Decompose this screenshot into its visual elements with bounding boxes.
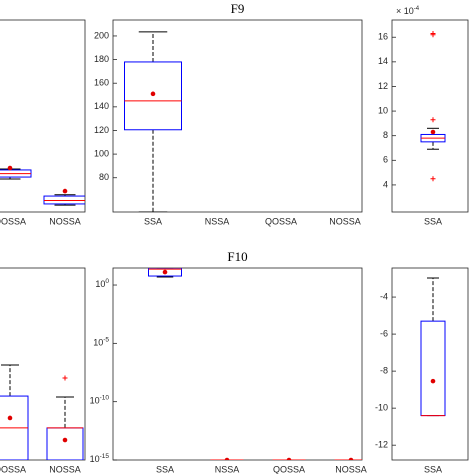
x-tick-label: SSA	[424, 216, 442, 226]
y-tick-label: 120	[94, 125, 109, 135]
mean-dot	[7, 415, 13, 421]
x-tick-label: NOSSA	[49, 216, 81, 226]
mean-dot	[162, 269, 168, 275]
mean-dot	[7, 165, 13, 171]
y-tick-label: -8	[380, 366, 388, 376]
plot-area	[420, 277, 446, 417]
y-tick-label: 16	[378, 32, 388, 42]
y-tick-exponent: -15	[100, 453, 110, 460]
y-tick-exponent: -5	[103, 336, 109, 343]
x-tick-label: SSA	[424, 464, 442, 474]
x-tick-label: QOSSA	[273, 464, 305, 474]
y-tick-label: 180	[94, 54, 109, 64]
mean-dot	[430, 378, 436, 384]
axes-frame	[391, 267, 469, 461]
axes-frame	[112, 19, 363, 213]
y-tick-base: 10	[95, 279, 105, 289]
plot-area	[0, 165, 85, 206]
y-tick-label: 100	[94, 148, 109, 158]
axes-frame	[0, 19, 86, 213]
y-tick-exponent: -10	[100, 394, 110, 401]
box	[46, 427, 84, 460]
x-tick-label: QOSSA	[0, 216, 26, 226]
outlier	[430, 117, 436, 123]
y-tick-label: -4	[380, 291, 388, 301]
panel-title: F9	[231, 1, 245, 16]
x-tick-label: QOSSA	[265, 216, 297, 226]
mean-dot	[62, 188, 68, 194]
y-tick-label: 6	[383, 155, 388, 165]
y-tick-label: -12	[375, 440, 388, 450]
box	[148, 268, 182, 277]
outlier	[430, 32, 436, 38]
axis-offset: × 10-4	[396, 6, 420, 17]
plot-area	[420, 31, 446, 182]
axes-frame	[112, 267, 363, 461]
mean-dot	[348, 457, 354, 460]
plot-area	[124, 31, 182, 212]
outlier	[62, 375, 68, 381]
y-tick-label: 100	[95, 278, 109, 290]
y-tick-label: 10	[378, 105, 388, 115]
x-tick-label: NOSSA	[335, 464, 367, 474]
y-tick-label: 10-10	[90, 394, 110, 406]
box	[420, 320, 446, 417]
y-tick-base: 10	[93, 338, 103, 348]
panel-title: F10	[227, 249, 247, 264]
y-tick-label: 12	[378, 81, 388, 91]
mean-dot	[286, 457, 292, 460]
x-tick-label: NSSA	[215, 464, 240, 474]
x-tick-label: NOSSA	[49, 464, 81, 474]
x-tick-label: NOSSA	[329, 216, 361, 226]
y-tick-label: 4	[383, 179, 388, 189]
y-tick-label: 140	[94, 101, 109, 111]
y-tick-exponent: 0	[105, 278, 109, 285]
axes-frame	[391, 19, 469, 213]
y-tick-label: 14	[378, 56, 388, 66]
mean-dot	[150, 91, 156, 97]
axis-offset-base: × 10	[396, 6, 414, 16]
plot-area	[148, 268, 362, 460]
x-tick-label: QOSSA	[0, 464, 26, 474]
mean-dot	[224, 457, 230, 460]
y-tick-label: 200	[94, 30, 109, 40]
axes-frame	[0, 267, 86, 461]
outlier	[430, 176, 436, 182]
x-tick-label: SSA	[144, 216, 162, 226]
y-tick-base: 10	[90, 396, 100, 406]
y-tick-base: 10	[90, 454, 100, 464]
y-tick-label: -10	[375, 403, 388, 413]
axis-offset-exponent: -4	[414, 6, 420, 12]
mean-dot	[430, 129, 436, 135]
x-tick-label: NSSA	[205, 216, 230, 226]
y-tick-label: -6	[380, 328, 388, 338]
y-tick-label: 8	[383, 130, 388, 140]
box	[124, 61, 182, 131]
x-tick-label: SSA	[156, 464, 174, 474]
mean-dot	[62, 437, 68, 443]
plot-area	[0, 364, 84, 460]
y-tick-label: 10-15	[90, 453, 110, 465]
y-tick-label: 160	[94, 78, 109, 88]
y-tick-label: 80	[99, 172, 109, 182]
y-tick-label: 10-5	[93, 336, 109, 348]
